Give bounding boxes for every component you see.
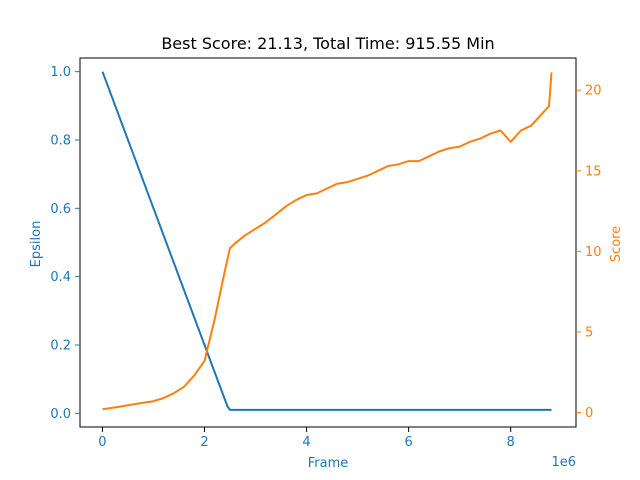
y-left-axis: 0.0 0.2 0.4 0.6 0.8 1.0 <box>50 65 80 422</box>
y-right-tick-label: 15 <box>585 164 602 179</box>
y-left-tick-label: 0.2 <box>50 339 71 354</box>
y-right-tick-label: 10 <box>585 245 602 260</box>
x-offset-label: 1e6 <box>551 455 576 470</box>
y-right-tick-label: 5 <box>585 325 593 340</box>
x-axis: 0 2 4 6 8 <box>98 427 515 450</box>
y-right-tick-label: 0 <box>585 406 593 421</box>
x-tick-label: 2 <box>200 435 208 450</box>
x-tick-label: 0 <box>98 435 106 450</box>
plot-border <box>79 57 577 428</box>
x-tick-label: 4 <box>302 435 310 450</box>
y-left-tick-label: 0.0 <box>50 407 71 422</box>
y-left-tick-label: 0.4 <box>50 270 71 285</box>
x-tick-label: 6 <box>404 435 412 450</box>
score-line <box>102 72 553 411</box>
epsilon-line <box>101 71 552 411</box>
y-left-tick-label: 0.8 <box>50 134 71 149</box>
y-right-axis: 0 5 10 15 20 <box>576 84 602 421</box>
y-right-title: Score <box>609 226 624 262</box>
series-layer <box>101 71 553 411</box>
y-left-tick-label: 0.6 <box>50 202 71 217</box>
x-tick-label: 8 <box>507 435 515 450</box>
x-axis-title: Frame <box>308 456 349 471</box>
y-left-tick-label: 1.0 <box>50 65 71 80</box>
y-right-tick-label: 20 <box>585 84 602 99</box>
chart-title: Best Score: 21.13, Total Time: 915.55 Mi… <box>161 34 494 53</box>
y-left-title: Epsilon <box>29 221 44 268</box>
plot-frame <box>79 57 577 428</box>
